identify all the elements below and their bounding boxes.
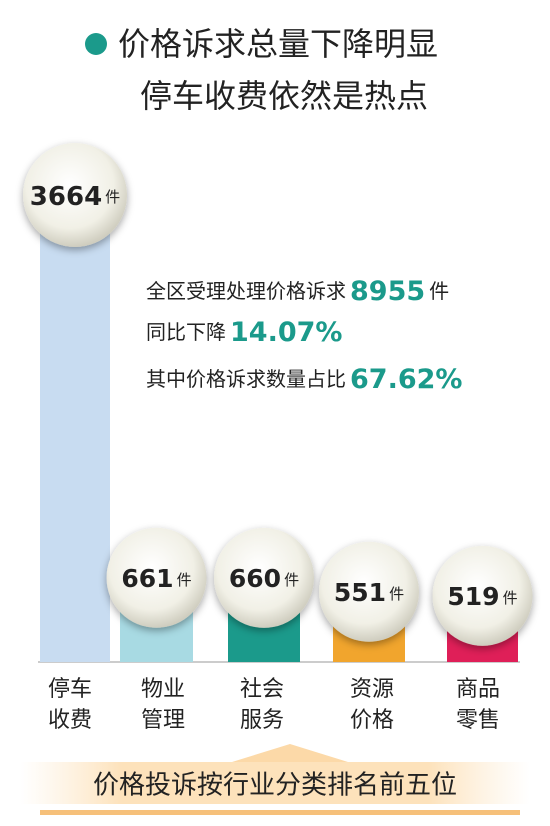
category-label: 资源: [350, 677, 394, 702]
stat-unit: 件: [429, 279, 449, 303]
caption: 价格投诉按行业分类排名前五位: [93, 771, 457, 801]
value-unit: 件: [389, 584, 404, 602]
value-unit: 件: [177, 570, 192, 588]
stat-text: 全区受理处理价格诉求: [146, 279, 346, 303]
category-label: 商品: [456, 677, 500, 702]
value-label: 551 件: [334, 578, 404, 607]
caption-band: [20, 762, 530, 804]
title-dot: [85, 33, 107, 55]
value-number: 551: [334, 578, 386, 607]
category-label: 社会: [240, 677, 284, 702]
stat-line: 同比下降 14.07%: [146, 317, 342, 348]
stat-value: 8955: [350, 276, 425, 307]
category-label: 物业: [141, 677, 185, 702]
value-bubble: [106, 527, 207, 628]
bottom-rule: [40, 810, 520, 815]
category-label: 收费: [48, 708, 92, 733]
title-line: 价格诉求总量下降明显: [118, 25, 438, 63]
stat-value: 67.62%: [350, 364, 462, 395]
value-number: 3664: [30, 182, 102, 212]
stat-text: 同比下降: [146, 320, 226, 344]
value-number: 661: [121, 564, 173, 593]
value-label: 519 件: [447, 582, 517, 611]
value-number: 519: [447, 582, 499, 611]
category-label: 服务: [240, 708, 284, 733]
value-unit: 件: [503, 588, 518, 606]
category-label: 停车: [48, 677, 92, 702]
value-label: 660 件: [229, 564, 299, 593]
bar: [40, 195, 110, 662]
stat-text: 其中价格诉求数量占比: [146, 367, 346, 391]
caption-arrow: [232, 744, 348, 762]
value-label: 661 件: [121, 564, 191, 593]
value-bubble: [432, 545, 533, 646]
value-unit: 件: [284, 570, 299, 588]
value-unit: 件: [105, 188, 120, 206]
stat-line: 其中价格诉求数量占比 67.62%: [146, 364, 462, 395]
value-bubble: [319, 541, 419, 642]
category-label: 管理: [141, 708, 185, 733]
value-bubble: [23, 143, 127, 247]
title-line: 停车收费依然是热点: [140, 77, 428, 115]
value-number: 660: [229, 564, 281, 593]
value-bubble: [214, 527, 314, 628]
stats: 全区受理处理价格诉求 8955 件 同比下降 14.07% 其中价格诉求数量占比 67.…: [146, 276, 462, 395]
value-label: 3664 件: [30, 182, 120, 212]
category-label: 零售: [456, 708, 500, 733]
category-label: 价格: [350, 708, 394, 733]
stat-value: 14.07%: [230, 317, 342, 348]
stat-line: 全区受理处理价格诉求 8955 件: [146, 276, 449, 307]
